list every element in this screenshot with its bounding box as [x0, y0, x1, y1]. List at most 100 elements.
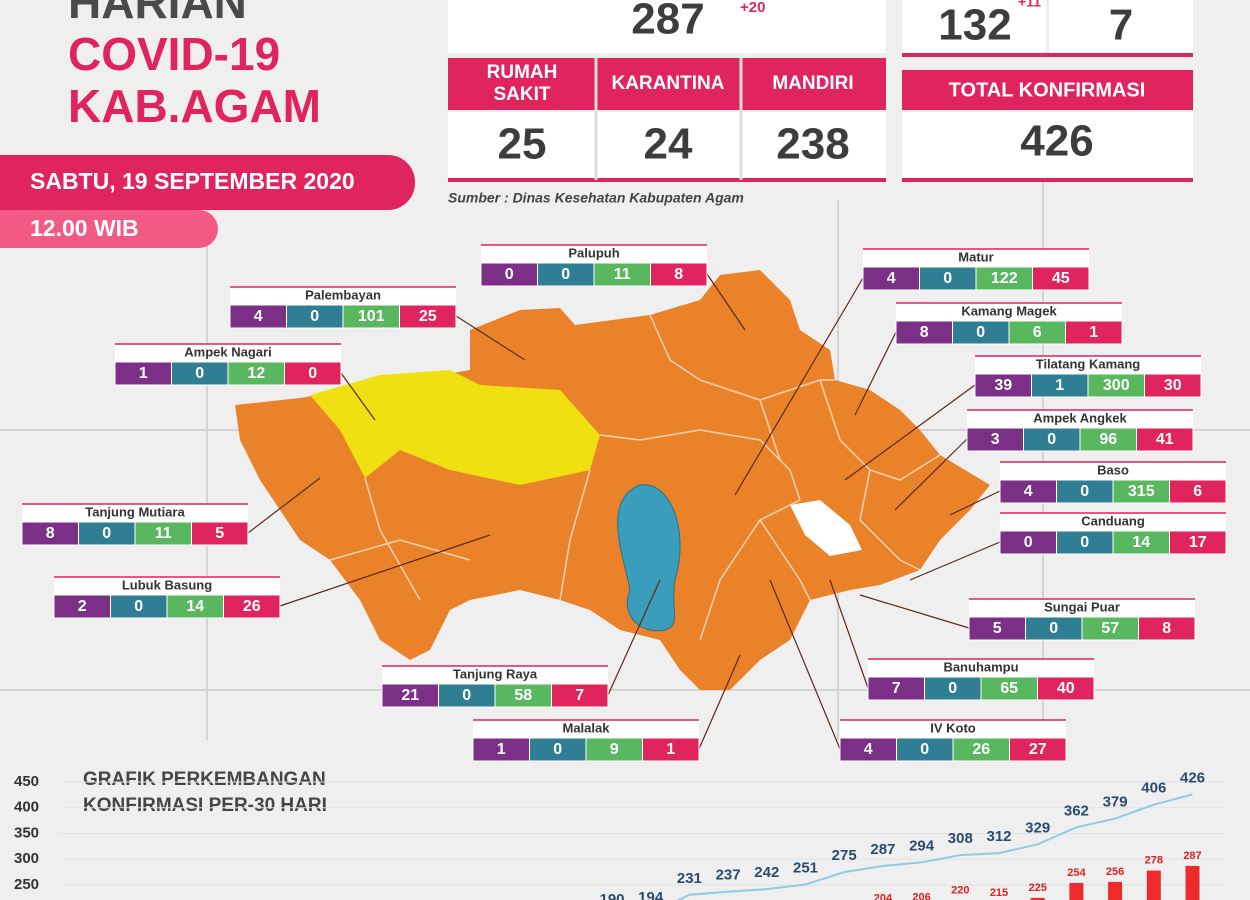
chart-title: GRAFIK PERKEMBANGAN — [83, 769, 326, 790]
leader-line — [854, 331, 897, 416]
bar — [1146, 870, 1161, 900]
y-tick-label: 350 — [14, 824, 39, 841]
district-value: 8 — [46, 525, 55, 542]
district-value: 1 — [1055, 377, 1064, 394]
district-value: 12 — [247, 365, 265, 382]
map-region — [235, 270, 990, 690]
district-name-box — [473, 720, 699, 738]
district-value: 0 — [1049, 620, 1058, 637]
map — [235, 270, 990, 690]
title-line: HARIAN — [68, 0, 247, 28]
district-value: 315 — [1128, 483, 1155, 500]
stat-label: RUMAH SAKIT — [487, 62, 558, 105]
district-value: 39 — [994, 377, 1012, 394]
district-value: 57 — [1101, 620, 1119, 637]
district-value: 7 — [892, 680, 901, 697]
district-value: 0 — [195, 365, 204, 382]
district-value: 4 — [864, 741, 873, 758]
stat-box — [448, 112, 886, 178]
bar — [1069, 882, 1084, 900]
district-cell — [1169, 479, 1227, 504]
stat-box — [1049, 0, 1193, 53]
total-value: 426 — [1020, 117, 1093, 166]
district-value: 7 — [575, 687, 584, 704]
stat-box — [902, 0, 1046, 53]
bar-label: 204 — [874, 893, 893, 900]
line-label: 190 — [599, 891, 624, 900]
leader-line — [607, 579, 661, 696]
y-tick-label: 300 — [14, 850, 39, 867]
district-value: 2 — [78, 598, 87, 615]
district-value: 0 — [1024, 534, 1033, 551]
district-value: 41 — [1156, 431, 1174, 448]
leader-lines — [247, 273, 1001, 750]
district-name-box — [967, 410, 1193, 428]
district-name-box — [863, 249, 1089, 267]
active-value: 287 — [631, 0, 704, 44]
district-value: 4 — [254, 308, 263, 325]
bar-label: 287 — [1183, 850, 1201, 862]
leader-line — [698, 654, 741, 750]
leader-line — [909, 541, 1001, 581]
line-label: 194 — [638, 889, 664, 900]
district-value: 26 — [243, 598, 261, 615]
district-value: 40 — [1057, 680, 1075, 697]
map-region — [310, 370, 600, 485]
district-value: 0 — [943, 270, 952, 287]
line-label: 362 — [1064, 802, 1089, 819]
district-name: Palupuh — [568, 245, 619, 260]
stat-value: 24 — [644, 120, 693, 169]
line-label: 312 — [986, 828, 1011, 845]
district-name-box — [382, 666, 608, 684]
stats: 287 +20 132 +11 7 TOTAL KONFIRMASI 426 — [448, 0, 1193, 182]
district-name: Palembayan — [305, 287, 381, 302]
district-value: 8 — [920, 324, 929, 341]
leader-line — [859, 594, 970, 629]
active-change: +20 — [740, 0, 765, 16]
district-cell — [399, 304, 457, 329]
district-value: 26 — [972, 741, 990, 758]
district-name-box — [22, 504, 248, 522]
date-pill — [0, 155, 415, 210]
stat-box — [902, 112, 1193, 178]
deaths-value: 7 — [1109, 1, 1133, 50]
district-value: 0 — [553, 741, 562, 758]
district-name: Kamang Magek — [961, 303, 1057, 318]
district-value: 17 — [1189, 534, 1207, 551]
district-value: 0 — [310, 308, 319, 325]
district-cell — [1009, 737, 1067, 762]
district-value: 8 — [674, 266, 683, 283]
stat-rule — [902, 178, 1193, 182]
district-cell — [650, 262, 708, 287]
recovered-change: +11 — [1018, 0, 1041, 10]
district-value: 5 — [215, 525, 224, 542]
district-name-box — [868, 659, 1094, 677]
district-value: 4 — [1024, 483, 1033, 500]
district-name-box — [230, 287, 456, 305]
district-name-box — [481, 245, 707, 263]
district-value: 1 — [139, 365, 148, 382]
bar-label: 254 — [1067, 867, 1086, 879]
district-name-box — [1000, 513, 1226, 531]
district-cell — [1037, 676, 1095, 701]
district-value: 0 — [1080, 483, 1089, 500]
district-name-box — [54, 577, 280, 595]
district-value: 1 — [666, 741, 675, 758]
district-name: Matur — [958, 249, 993, 264]
date: SABTU, 19 SEPTEMBER 2020 — [30, 168, 355, 194]
district-name: Tanjung Mutiara — [85, 504, 185, 519]
leader-line — [894, 438, 968, 511]
district-name: Baso — [1097, 462, 1129, 477]
district-cell — [1169, 530, 1227, 555]
line-label: 406 — [1141, 780, 1166, 797]
lake — [617, 484, 681, 632]
district-value: 0 — [920, 741, 929, 758]
district-cell — [223, 594, 281, 619]
leader-line — [340, 372, 376, 421]
district-value: 96 — [1099, 431, 1117, 448]
y-tick-label: 250 — [14, 876, 39, 893]
district-value: 9 — [610, 741, 619, 758]
district-name: Banuhampu — [943, 659, 1018, 674]
